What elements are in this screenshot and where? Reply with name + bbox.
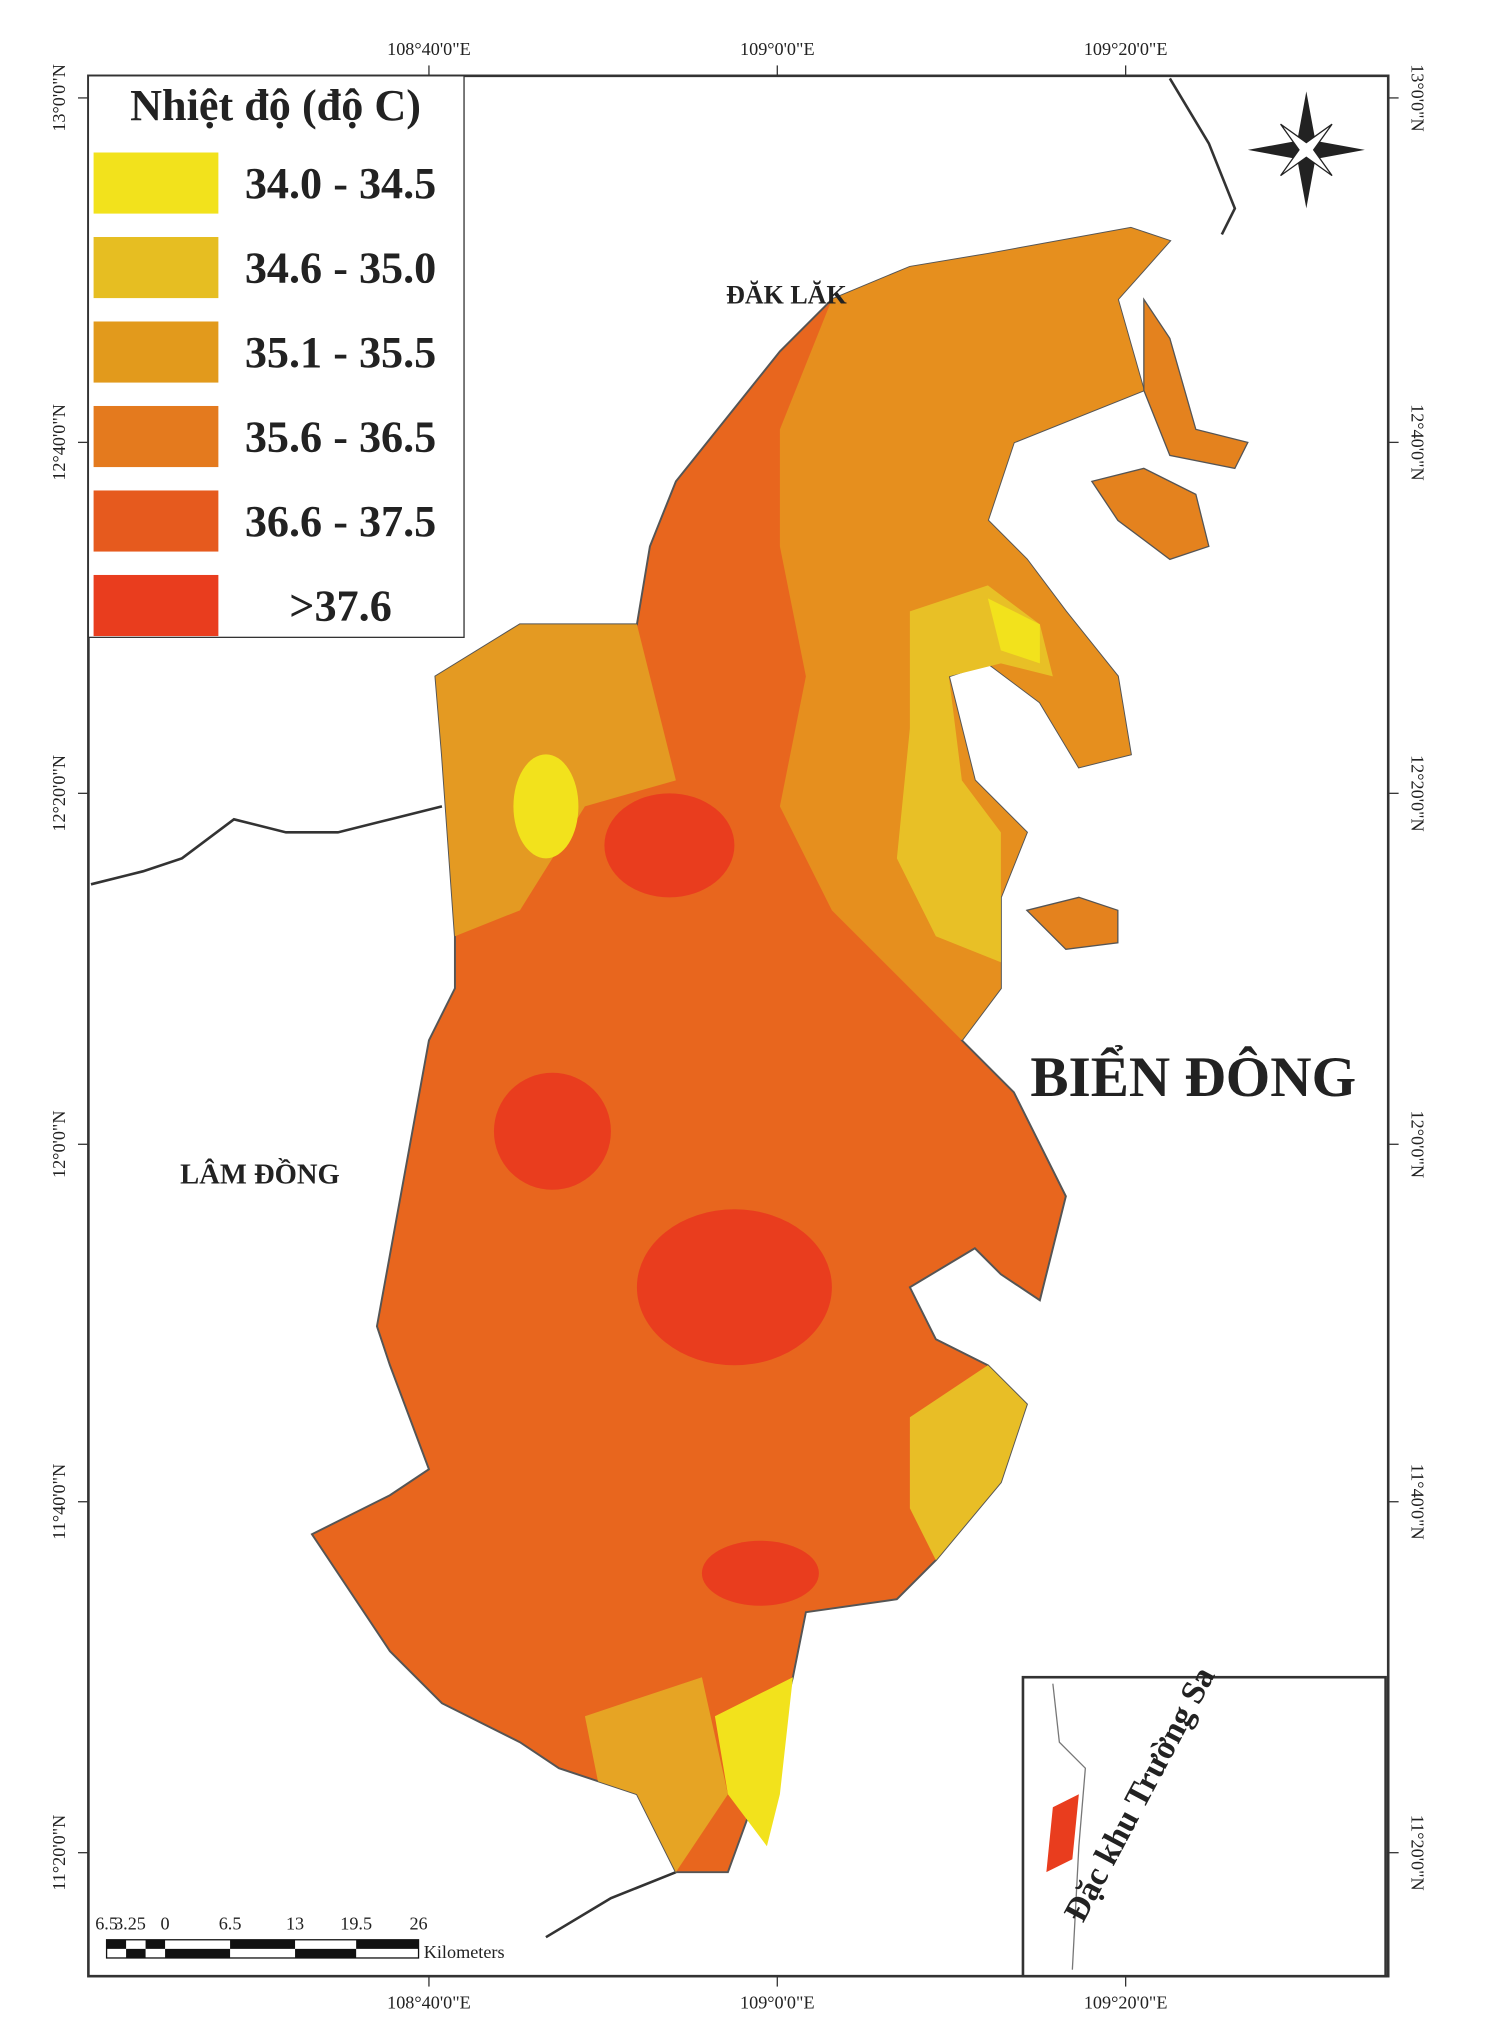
scale-label: 6.5 xyxy=(95,1913,118,1933)
hot-zone xyxy=(701,1540,819,1606)
legend: Nhiệt độ (độ C) 34.0 - 34.5 34.6 - 35.0 35… xyxy=(87,75,465,639)
legend-label: 36.6 - 37.5 xyxy=(245,497,436,546)
zone-south xyxy=(714,1677,793,1847)
hot-zone xyxy=(636,1209,832,1366)
latitude-label: 11°20'0"N xyxy=(49,1815,69,1891)
scale-label: 3.25 xyxy=(114,1913,146,1933)
legend-swatch xyxy=(93,152,219,214)
cool-zone xyxy=(513,754,579,859)
legend-label: 35.6 - 36.5 xyxy=(245,412,436,461)
latitude-label: 12°0'0"N xyxy=(49,1111,69,1178)
legend-swatch xyxy=(93,321,219,383)
longitude-label: 109°20'0"E xyxy=(1084,1993,1168,2013)
longitude-label: 109°0'0"E xyxy=(740,1993,815,2013)
hot-zone xyxy=(604,793,735,898)
scale-unit: Kilometers xyxy=(424,1942,505,1962)
zone-south-coast xyxy=(909,1365,1027,1561)
legend-swatch xyxy=(93,237,219,299)
province-border xyxy=(1168,77,1237,235)
province-border xyxy=(90,805,443,886)
latitude-label: 12°20'0"N xyxy=(49,755,69,832)
latitude-label: 13°0'0"N xyxy=(49,64,69,131)
inset-coast xyxy=(1052,1683,1087,1970)
latitude-label: 12°40'0"N xyxy=(49,404,69,481)
legend-label: 34.6 - 35.0 xyxy=(245,243,436,292)
legend-swatch xyxy=(93,405,219,468)
legend-label: >37.6 xyxy=(289,581,392,630)
legend-swatch xyxy=(93,490,219,552)
scale-bar: Kilometers xyxy=(105,1939,505,1962)
inset-frame xyxy=(1021,1675,1387,1978)
latitude-label: 12°40'0"N xyxy=(1408,404,1428,481)
province-border xyxy=(545,1870,677,1939)
region-label: ĐĂK LĂK xyxy=(726,280,847,309)
latitude-label: 12°0'0"N xyxy=(1408,1111,1428,1178)
scale-label: 19.5 xyxy=(340,1913,372,1933)
region-label: BIỂN ĐÔNG xyxy=(1030,1045,1356,1109)
latitude-label: 11°40'0"N xyxy=(49,1464,69,1540)
longitude-label: 109°20'0"E xyxy=(1084,39,1168,59)
latitude-label: 13°0'0"N xyxy=(1408,64,1428,131)
zone-coast xyxy=(896,585,1053,963)
zone-south-ring xyxy=(584,1677,728,1873)
scale-segment xyxy=(106,1939,127,1949)
island xyxy=(1090,467,1210,561)
legend-swatch xyxy=(93,574,219,637)
longitude-label: 108°40'0"E xyxy=(387,1993,471,2013)
legend-label: 34.0 - 34.5 xyxy=(245,159,436,208)
scale-segment xyxy=(295,1948,357,1958)
island xyxy=(1025,896,1119,950)
longitude-label: 108°40'0"E xyxy=(387,39,471,59)
scale-segment xyxy=(165,1948,231,1958)
inset-area xyxy=(1046,1794,1079,1873)
latitude-label: 11°40'0"N xyxy=(1408,1464,1428,1540)
longitude-label: 109°0'0"E xyxy=(740,39,815,59)
scale-segment xyxy=(230,1939,296,1949)
region-label: LÂM ĐỒNG xyxy=(180,1156,340,1190)
island xyxy=(1143,297,1249,470)
zone-coast-bright xyxy=(987,598,1040,664)
hot-zone xyxy=(493,1072,611,1190)
compass-rose xyxy=(1247,91,1365,209)
scale-segment xyxy=(356,1939,419,1949)
scale-label: 26 xyxy=(409,1913,427,1933)
scale-label: 13 xyxy=(286,1913,304,1933)
scale-segment xyxy=(126,1948,146,1958)
legend-label: 35.1 - 35.5 xyxy=(245,328,436,377)
scale-segment xyxy=(145,1939,166,1949)
scale-label: 6.5 xyxy=(219,1913,242,1933)
latitude-label: 11°20'0"N xyxy=(1408,1815,1428,1891)
legend-title: Nhiệt độ (độ C) xyxy=(130,81,421,130)
scale-label: 0 xyxy=(161,1913,170,1933)
latitude-label: 12°20'0"N xyxy=(1408,755,1428,832)
